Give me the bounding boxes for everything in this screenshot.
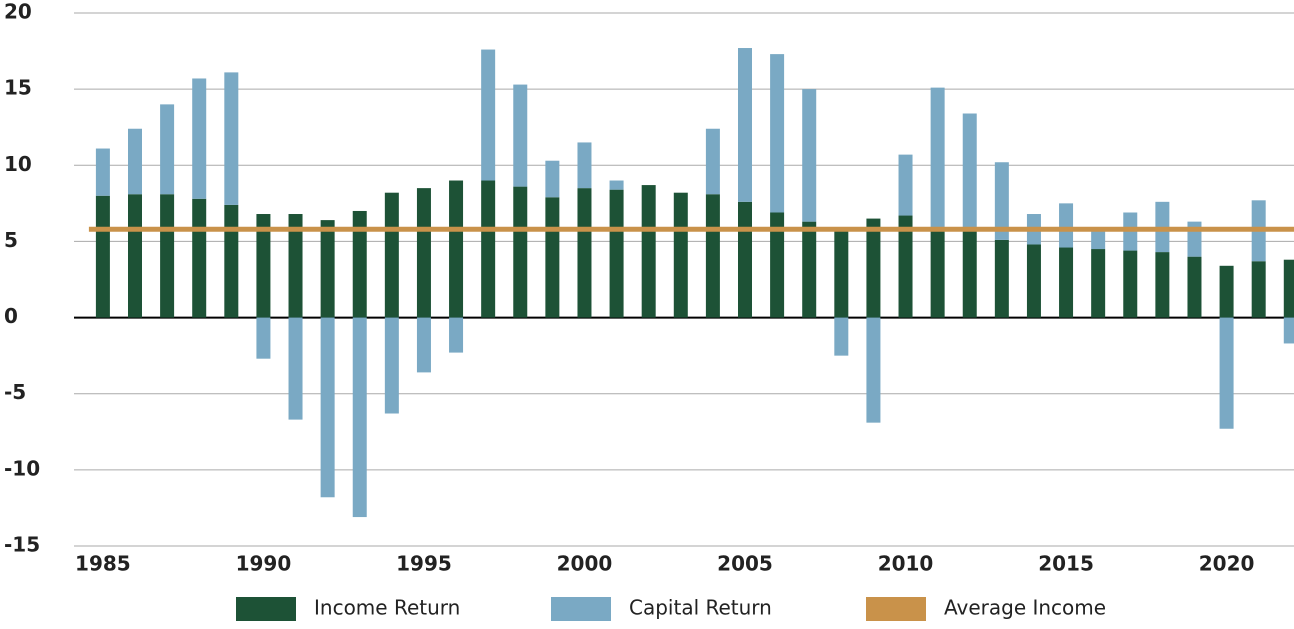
x-tick-label: 2015 (1038, 552, 1094, 576)
bar (738, 201, 752, 318)
bar (256, 317, 271, 359)
bar (160, 194, 175, 318)
bar (352, 317, 367, 518)
legend-label: Average Income (944, 596, 1106, 620)
bar (449, 317, 464, 353)
bar (1283, 259, 1294, 318)
bar (224, 72, 239, 205)
bar (95, 195, 110, 318)
bar (384, 317, 399, 414)
bar (1091, 249, 1106, 318)
bar (962, 230, 977, 318)
bar (834, 230, 849, 318)
legend-swatch (866, 597, 926, 621)
bar (738, 48, 752, 202)
y-tick-label: 10 (4, 152, 32, 176)
bar (705, 128, 720, 195)
legend-label: Capital Return (629, 596, 772, 620)
bar (930, 230, 945, 318)
bar (609, 189, 624, 318)
x-tick-label: 2020 (1199, 552, 1255, 576)
y-tick-label: -10 (4, 456, 40, 480)
y-tick-label: 20 (4, 0, 32, 24)
bar (898, 215, 913, 318)
bar (609, 180, 624, 190)
bar (962, 113, 977, 231)
bar (1059, 247, 1074, 318)
bar (1123, 250, 1138, 318)
bar (673, 192, 688, 318)
x-tick-label: 2010 (878, 552, 934, 576)
legend-label: Income Return (314, 596, 460, 620)
bar (866, 218, 881, 318)
legend-swatch (236, 597, 296, 621)
bar (802, 89, 817, 222)
y-tick-label: 5 (4, 228, 18, 252)
y-tick-label: 15 (4, 76, 32, 100)
bar (1219, 265, 1234, 318)
bar (1155, 252, 1170, 318)
bar (384, 192, 399, 318)
bar (449, 180, 464, 318)
x-tick-label: 2000 (557, 552, 613, 576)
bar (128, 128, 142, 195)
bar (641, 185, 656, 318)
bar (1219, 317, 1234, 429)
bar (513, 84, 528, 187)
y-tick-label: -5 (4, 380, 26, 404)
bar (192, 198, 207, 318)
bar (416, 317, 431, 373)
bar (481, 49, 496, 181)
bar (545, 160, 560, 198)
bar (930, 87, 945, 231)
bar (320, 220, 335, 318)
bar (95, 148, 110, 196)
bar (802, 221, 817, 318)
x-tick-label: 2005 (717, 552, 773, 576)
bar (770, 212, 785, 318)
bar (577, 142, 592, 189)
bar (224, 204, 239, 318)
bar (545, 197, 560, 318)
bar (416, 188, 431, 318)
bar (1187, 256, 1202, 318)
bar (994, 162, 1009, 240)
y-tick-label: -15 (4, 533, 40, 557)
x-tick-label: 1995 (396, 552, 452, 576)
bar (192, 78, 207, 199)
y-tick-label: 0 (4, 304, 18, 328)
bar (1059, 203, 1074, 248)
bar (834, 317, 849, 356)
bar (256, 214, 271, 318)
bar (128, 194, 142, 318)
bar (1251, 261, 1266, 318)
bar (160, 104, 175, 195)
bar (705, 194, 720, 318)
bar (1283, 317, 1294, 344)
bar (288, 214, 303, 318)
bar (288, 317, 303, 420)
bar (320, 317, 335, 498)
bar (513, 186, 528, 318)
bar (1026, 244, 1041, 318)
bar (770, 54, 785, 213)
x-tick-label: 1985 (75, 552, 131, 576)
legend-swatch (551, 597, 611, 621)
bar (994, 239, 1009, 318)
bar (352, 210, 367, 318)
bar (898, 154, 913, 216)
bar (577, 188, 592, 318)
bar (866, 317, 881, 423)
bar (1091, 229, 1106, 250)
x-tick-label: 1990 (236, 552, 292, 576)
bar (481, 180, 496, 318)
